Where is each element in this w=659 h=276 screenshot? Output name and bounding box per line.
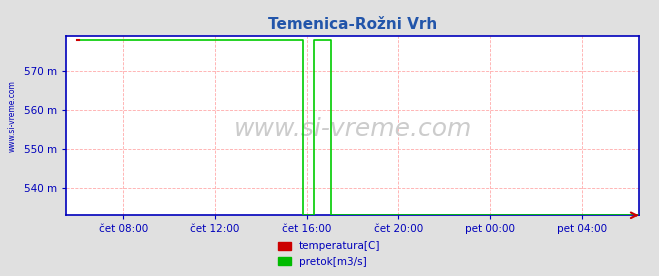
Text: www.si-vreme.com: www.si-vreme.com	[233, 117, 472, 141]
Title: Temenica-Rožni Vrh: Temenica-Rožni Vrh	[268, 17, 437, 32]
Legend: temperatura[C], pretok[m3/s]: temperatura[C], pretok[m3/s]	[274, 237, 385, 271]
Text: www.si-vreme.com: www.si-vreme.com	[8, 80, 17, 152]
